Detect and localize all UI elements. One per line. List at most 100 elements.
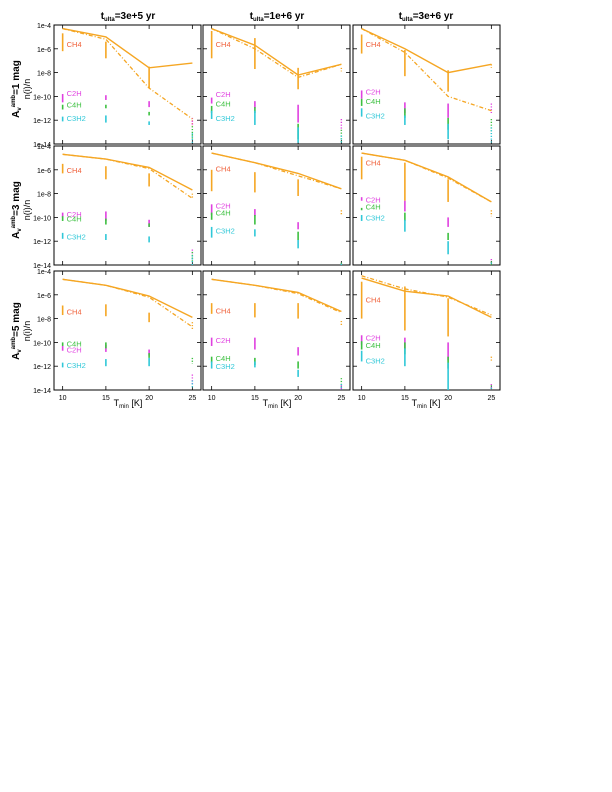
ch4-solid-line — [361, 152, 492, 203]
x-tick-label: 25 — [487, 395, 495, 402]
label-c3h2: C3H2 — [67, 232, 86, 241]
column-titles: tulta=3e+5 yr tulta=1e+6 yr tulta=3e+6 y… — [101, 11, 454, 23]
y-tick-label: 1e-14 — [33, 142, 51, 149]
label-c4h: C4H — [216, 209, 231, 218]
panel-frame — [202, 145, 351, 266]
y-tick-label: 1e-10 — [33, 215, 51, 222]
y-tick-label: 1e-12 — [33, 239, 51, 246]
label-c2h: C2H — [216, 202, 231, 211]
label-ch4: CH4 — [216, 165, 231, 174]
label-c2h: C2H — [67, 210, 82, 219]
label-c4h: C4H — [366, 341, 381, 350]
x-tick-label: 20 — [145, 395, 153, 402]
y-tick-label: 1e-8 — [37, 192, 51, 199]
row-label-3: Avamb=5 mag — [11, 302, 23, 360]
label-ch4: CH4 — [216, 40, 231, 49]
col-title-3: tulta=3e+6 yr — [399, 11, 454, 23]
x-tick-label: 15 — [401, 395, 409, 402]
ch4-solid-line — [211, 152, 342, 190]
col-title-2: tulta=1e+6 yr — [250, 11, 305, 23]
ch4-solid-line — [211, 27, 342, 76]
row-labels: Avamb=1 mag n(i)/n Avamb=3 mag n(i)/n Av… — [11, 60, 32, 360]
ch4-solid-line — [361, 277, 492, 319]
panel-r1-c1: 1e-4 1e-6 1e-8 1e-10 1e-12 1e-14 CH4 C2H C4H C3H2 — [33, 23, 202, 149]
col-title-1: tulta=3e+5 yr — [101, 11, 156, 23]
row-ylabel-1: n(i)/n — [22, 79, 32, 100]
y-tick-label: 1e-6 — [37, 168, 51, 175]
label-ch4: CH4 — [366, 40, 381, 49]
label-c3h2: C3H2 — [366, 213, 385, 222]
label-c2h: C2H — [216, 336, 231, 345]
label-c4h: C4H — [366, 203, 381, 212]
ch4-dashed-line — [62, 27, 193, 120]
y-tick-label: 1e-8 — [37, 71, 51, 78]
label-c3h2: C3H2 — [67, 114, 86, 123]
x-tick-label: 10 — [208, 395, 216, 402]
y-tick-label: 1e-14 — [33, 388, 51, 395]
label-c2h: C2H — [366, 196, 381, 205]
xlabel-2: Tmin [K] — [263, 398, 292, 410]
panel-frame — [53, 270, 202, 391]
row-label-1: Avamb=1 mag — [11, 60, 23, 118]
y-tick-label: 1e-8 — [37, 317, 51, 324]
label-c3h2: C3H2 — [216, 114, 235, 123]
x-tick-label: 25 — [188, 395, 196, 402]
label-c4h: C4H — [366, 97, 381, 106]
x-tick-label: 15 — [251, 395, 259, 402]
y-tick-label: 1e-10 — [33, 340, 51, 347]
label-c4h: C4H — [216, 354, 231, 363]
label-c4h: C4H — [216, 100, 231, 109]
panel-frame — [202, 270, 351, 391]
x-tick-label: 10 — [358, 395, 366, 402]
ch4-dashed-line — [211, 152, 342, 190]
label-c2h: C2H — [67, 89, 82, 98]
y-tick-label: 1e-12 — [33, 118, 51, 125]
x-tick-label: 20 — [294, 395, 302, 402]
ch4-dashed-line — [211, 28, 342, 79]
ch4-dashed-line — [361, 28, 492, 112]
label-c4h: C4H — [67, 101, 82, 110]
label-ch4: CH4 — [366, 296, 381, 305]
label-c3h2: C3H2 — [216, 362, 235, 371]
y-tick-label: 1e-4 — [37, 23, 51, 30]
label-ch4: CH4 — [67, 166, 82, 175]
ch4-solid-line — [62, 278, 193, 319]
label-ch4: CH4 — [67, 307, 82, 316]
x-tick-label: 20 — [444, 395, 452, 402]
ch4-dashed-line — [361, 275, 492, 316]
row-ylabel-2: n(i)/n — [22, 200, 32, 221]
label-c3h2: C3H2 — [216, 226, 235, 235]
x-tick-label: 25 — [337, 395, 345, 402]
ch4-dashed-line — [62, 153, 193, 199]
y-tick-label: 1e-14 — [33, 263, 51, 270]
ch4-dashed-line — [361, 152, 492, 203]
panel-frame — [53, 24, 202, 145]
panels: 1e-41e-61e-81e-101e-121e-14CH4C2HC4HC3H2… — [33, 23, 501, 402]
label-c3h2: C3H2 — [366, 356, 385, 365]
label-c3h2: C3H2 — [67, 361, 86, 370]
panel-frame — [53, 145, 202, 266]
panel-frame — [352, 145, 501, 266]
label-c4h: C4H — [67, 340, 82, 349]
ch4-dashed-line — [211, 278, 342, 314]
x-labels: Tmin [K] Tmin [K] Tmin [K] — [114, 398, 441, 410]
label-c2h: C2H — [67, 346, 82, 355]
label-c2h: C2H — [366, 88, 381, 97]
y-tick-label: 1e-12 — [33, 364, 51, 371]
y-tick-label: 1e-6 — [37, 47, 51, 54]
panel-frame — [202, 24, 351, 145]
y-tick-label: 1e-10 — [33, 94, 51, 101]
y-tick-label: 1e-4 — [37, 269, 51, 276]
row-ylabel-3: n(i)/n — [22, 321, 32, 342]
x-tick-label: 15 — [102, 395, 110, 402]
y-tick-label: 1e-6 — [37, 293, 51, 300]
label-c3h2: C3H2 — [366, 111, 385, 120]
label-c2h: C2H — [216, 90, 231, 99]
label-ch4: CH4 — [366, 159, 381, 168]
